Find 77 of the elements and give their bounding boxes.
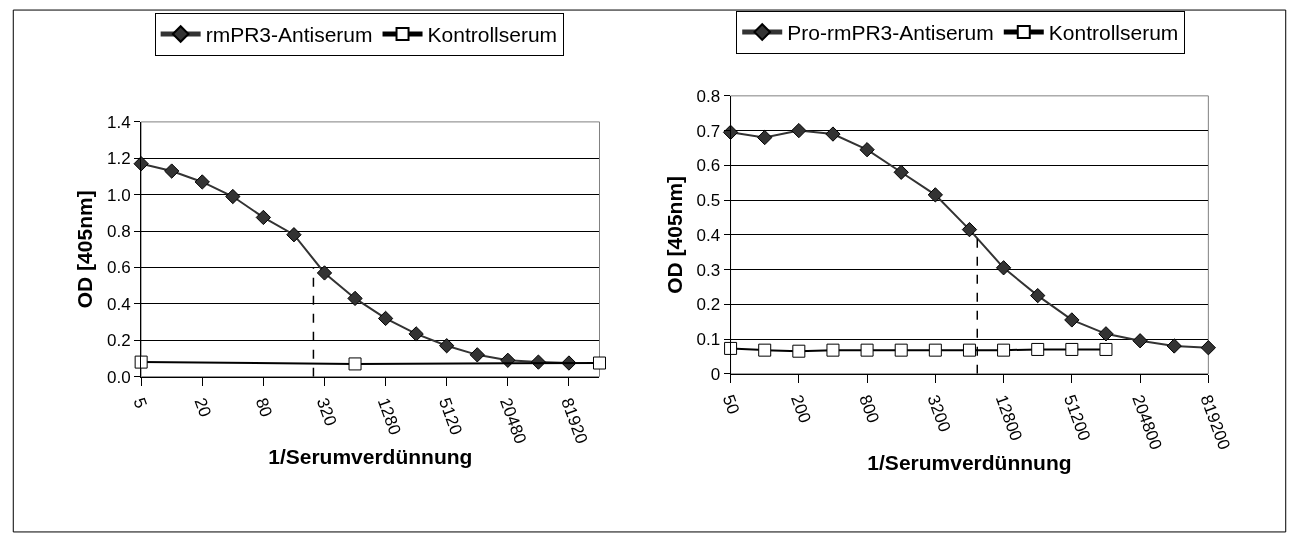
point: [469, 347, 485, 363]
point: [194, 174, 210, 190]
point: [826, 343, 840, 357]
legend-label: Kontrollserum: [1048, 21, 1179, 45]
y-tick-label: 1.4: [107, 112, 131, 132]
x-tick-label: 3200: [923, 392, 955, 435]
point: [758, 343, 772, 357]
point: [134, 355, 148, 369]
y-tick-label: 0.1: [696, 329, 721, 349]
x-tick-label: 20480: [496, 395, 531, 447]
point: [1098, 326, 1114, 342]
y-tick-label: 0.8: [696, 86, 721, 106]
point: [1064, 312, 1080, 328]
point: [757, 129, 773, 146]
point: [439, 338, 455, 354]
point: [1030, 287, 1046, 304]
y-tick-label: 0.2: [696, 295, 721, 315]
x-tick-label: 50: [718, 392, 744, 417]
y-axis-title: OD [405nm]: [73, 190, 97, 309]
point: [286, 227, 302, 243]
x-tick-label: 20: [190, 395, 215, 420]
y-tick-label: 1.2: [107, 149, 131, 169]
x-tick-label: 80: [251, 395, 276, 420]
y-tick-label: 0: [710, 364, 721, 384]
x-tick-label: 5120: [434, 395, 466, 438]
point: [1132, 333, 1148, 349]
x-axis-title: 1/Serumverdünnung: [867, 451, 1072, 475]
point: [1065, 342, 1079, 356]
y-tick-label: 0.7: [696, 121, 721, 141]
point: [928, 343, 942, 357]
point: [316, 265, 333, 281]
x-tick-label: 5: [129, 395, 151, 411]
point: [164, 163, 180, 179]
y-tick-label: 1.0: [107, 185, 131, 205]
point: [1166, 338, 1182, 354]
x-tick-label: 1280: [373, 395, 405, 438]
legend-label: rmPR3-Antiserum: [205, 23, 373, 47]
y-tick-label: 0.6: [107, 258, 131, 278]
y-tick-label: 0.6: [696, 156, 721, 176]
y-tick-label: 0.3: [696, 260, 721, 280]
x-tick-label: 800: [855, 392, 883, 426]
point: [255, 209, 272, 226]
x-tick-label: 200: [787, 392, 815, 426]
x-tick-label: 81920: [557, 395, 592, 447]
point: [1099, 342, 1113, 356]
point: [408, 326, 424, 342]
y-tick-label: 0.5: [696, 191, 721, 211]
x-tick-label: 51200: [1060, 392, 1095, 444]
point: [1200, 340, 1216, 356]
point: [927, 187, 943, 203]
y-tick-label: 0.4: [696, 225, 721, 245]
point: [347, 290, 363, 307]
point: [893, 164, 909, 180]
point: [1031, 342, 1045, 356]
point: [859, 142, 875, 158]
point: [825, 126, 841, 142]
y-tick-label: 0.0: [107, 367, 131, 387]
legend-label: Kontrollserum: [427, 23, 558, 47]
point: [997, 343, 1011, 357]
point: [894, 343, 908, 357]
legend-label: Pro-rmPR3-Antiserum: [787, 21, 994, 45]
point: [860, 343, 874, 357]
y-tick-label: 0.4: [107, 294, 131, 314]
point: [225, 188, 241, 205]
point: [377, 310, 394, 327]
x-tick-label: 12800: [991, 392, 1026, 444]
point: [961, 221, 978, 238]
point: [962, 343, 976, 357]
x-axis-title: 1/Serumverdünnung: [268, 445, 473, 469]
point: [791, 122, 807, 139]
point: [133, 156, 149, 172]
y-tick-label: 0.8: [107, 222, 131, 242]
point: [995, 260, 1012, 276]
point: [792, 344, 806, 358]
y-axis-title: OD [405nm]: [662, 175, 686, 294]
y-tick-label: 0.2: [107, 331, 131, 351]
x-tick-label: 320: [312, 395, 341, 429]
